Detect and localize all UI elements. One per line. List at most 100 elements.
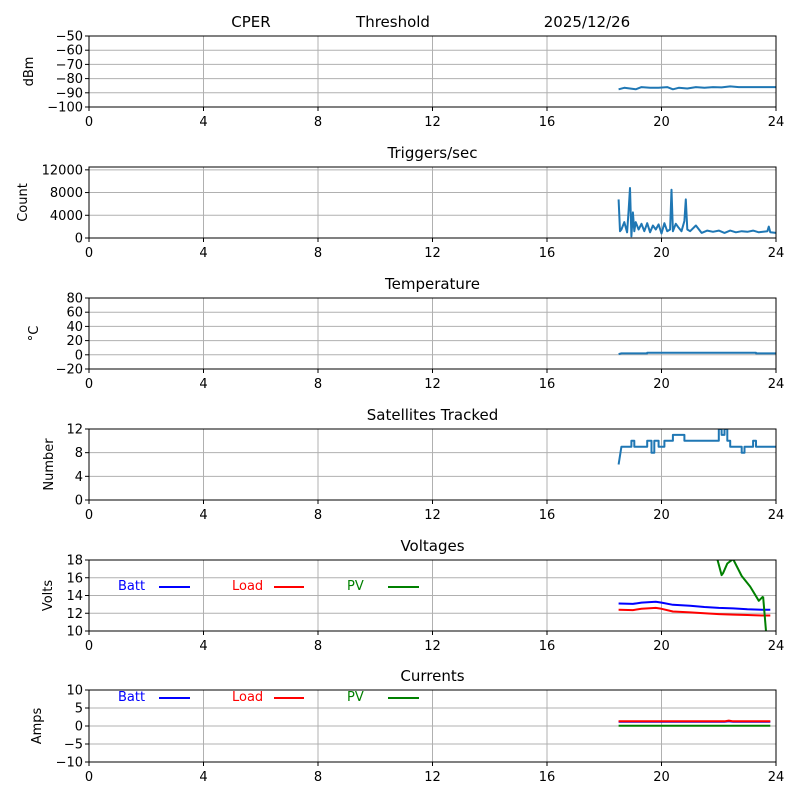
legend-label-load: Load: [232, 579, 263, 594]
legend-label-pv: PV: [347, 579, 364, 594]
legend-label-pv: PV: [347, 690, 364, 705]
y-tick-label: 12: [66, 423, 83, 438]
x-tick-label: 16: [539, 115, 556, 130]
y-tick-label: 0: [75, 720, 83, 735]
y-tick-label: 18: [66, 554, 83, 569]
x-tick-label: 16: [539, 639, 556, 654]
y-axis-label: Count: [16, 183, 31, 222]
x-tick-label: 16: [539, 377, 556, 392]
legend-label-batt: Batt: [118, 690, 145, 705]
series-line-rssi: [618, 85, 776, 91]
series-line-pv_tail: [762, 596, 767, 631]
y-tick-label: 10: [66, 684, 83, 699]
y-tick-label: −90: [56, 86, 83, 101]
chart-title: Temperature: [384, 275, 480, 293]
y-tick-label: 4000: [50, 209, 83, 224]
legend-label-batt: Batt: [118, 579, 145, 594]
x-tick-label: 16: [539, 770, 556, 785]
x-tick-label: 20: [653, 770, 670, 785]
x-tick-label: 20: [653, 246, 670, 261]
x-tick-label: 4: [199, 246, 207, 261]
y-tick-label: 20: [66, 334, 83, 349]
x-tick-label: 0: [85, 508, 93, 523]
x-tick-label: 24: [768, 508, 785, 523]
header-mode: Threshold: [355, 13, 430, 31]
y-tick-label: 60: [66, 306, 83, 321]
y-tick-label: −50: [56, 30, 83, 45]
x-tick-label: 12: [424, 115, 441, 130]
series-line-batt: [618, 600, 771, 611]
y-tick-label: 8: [75, 446, 83, 461]
series-line-temperature: [618, 351, 776, 356]
y-tick-label: 40: [66, 320, 83, 335]
y-tick-label: −10: [56, 756, 83, 771]
y-tick-label: 8000: [50, 186, 83, 201]
x-tick-label: 8: [314, 508, 322, 523]
y-axis-label: Amps: [30, 707, 45, 744]
y-tick-label: 14: [66, 589, 83, 604]
chart-title: Currents: [400, 667, 464, 685]
y-tick-label: 0: [75, 348, 83, 363]
y-tick-label: 12: [66, 607, 83, 622]
header-date: 2025/12/26: [544, 13, 630, 31]
x-tick-label: 24: [768, 639, 785, 654]
y-tick-label: −60: [56, 44, 83, 59]
x-tick-label: 24: [768, 246, 785, 261]
x-tick-label: 8: [314, 246, 322, 261]
x-tick-label: 4: [199, 508, 207, 523]
x-tick-label: 12: [424, 377, 441, 392]
x-tick-label: 8: [314, 377, 322, 392]
panel-currents: Currents Amps Batt Load PV 0 4 8 12 16 20 24 −10 −5 0 5…: [30, 667, 784, 785]
y-tick-label: 12000: [42, 163, 83, 178]
x-tick-label: 20: [653, 639, 670, 654]
x-tick-label: 0: [85, 246, 93, 261]
y-tick-label: 5: [75, 702, 83, 717]
x-tick-label: 16: [539, 508, 556, 523]
x-tick-label: 0: [85, 115, 93, 130]
y-axis-label: °C: [27, 326, 42, 342]
x-tick-label: 4: [199, 639, 207, 654]
panel-rssi: dBm 0 4 8 12 16 20 24 −100−90−80−70−60−50: [22, 30, 784, 131]
series-line-load: [618, 719, 771, 723]
x-tick-label: 8: [314, 639, 322, 654]
panel-satellites: Satellites Tracked Number 0 4 8 12 16 20 24 0 4 8 12: [42, 406, 784, 523]
x-tick-label: 20: [653, 115, 670, 130]
x-tick-label: 24: [768, 770, 785, 785]
chart-title: Satellites Tracked: [367, 406, 498, 424]
x-tick-label: 12: [424, 246, 441, 261]
y-tick-label: 0: [75, 232, 83, 247]
panel-triggers: Triggers/sec Count 0 4 8 12 16 20 24 0 4000 8000 120…: [16, 144, 784, 261]
y-tick-label: 0: [75, 494, 83, 509]
x-tick-label: 12: [424, 770, 441, 785]
x-tick-label: 12: [424, 639, 441, 654]
x-tick-label: 4: [199, 377, 207, 392]
x-tick-label: 24: [768, 377, 785, 392]
legend-label-load: Load: [232, 690, 263, 705]
chart-title: Triggers/sec: [387, 144, 478, 162]
y-tick-label: −5: [64, 738, 83, 753]
y-tick-label: 16: [66, 571, 83, 586]
series-line-load: [618, 606, 771, 617]
y-tick-label: 10: [66, 625, 83, 640]
x-tick-label: 0: [85, 639, 93, 654]
x-tick-label: 20: [653, 377, 670, 392]
x-tick-label: 0: [85, 770, 93, 785]
y-tick-label: −80: [56, 72, 83, 87]
y-tick-label: −70: [56, 58, 83, 73]
x-tick-label: 8: [314, 115, 322, 130]
panel-voltages: Voltages Volts Batt Load PV 0 4 8 12 16 20 24 10 12 14…: [41, 537, 784, 654]
figure-header: CPER Threshold 2025/12/26: [231, 13, 630, 31]
series-line-pv: [716, 560, 764, 602]
y-axis-label: Number: [42, 438, 57, 491]
y-tick-label: 4: [75, 470, 83, 485]
y-tick-label: −20: [56, 363, 83, 378]
chart-title: Voltages: [400, 537, 464, 555]
x-tick-label: 8: [314, 770, 322, 785]
x-tick-label: 0: [85, 377, 93, 392]
x-tick-label: 16: [539, 246, 556, 261]
header-station: CPER: [231, 13, 270, 31]
x-tick-label: 20: [653, 508, 670, 523]
x-tick-label: 4: [199, 770, 207, 785]
